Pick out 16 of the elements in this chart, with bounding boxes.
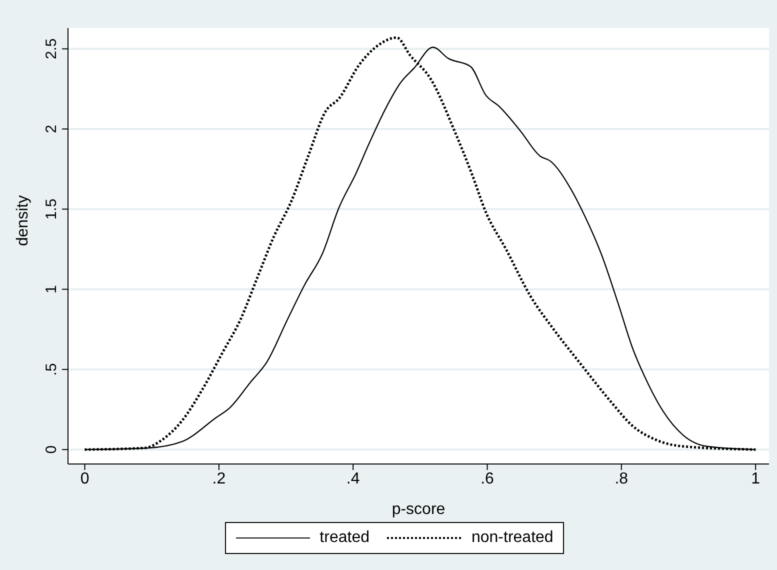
y-tick-label: 1.5 <box>43 198 60 220</box>
x-axis-title: p-score <box>392 501 446 518</box>
y-tick-label: 1 <box>43 285 60 294</box>
x-tick-label: .8 <box>614 470 628 488</box>
x-tick-label: 0 <box>80 470 90 488</box>
y-tick-label: 2 <box>43 124 60 134</box>
y-tick-label: 2.5 <box>43 38 60 60</box>
x-tick-label: 1 <box>751 470 760 488</box>
legend-label: non-treated <box>471 529 554 547</box>
x-tick-label: .2 <box>212 470 226 488</box>
y-axis-title: density <box>14 195 32 246</box>
x-tick-label: .6 <box>480 470 494 488</box>
y-tick-label: 0 <box>43 445 60 454</box>
y-tick-label: .5 <box>43 363 60 376</box>
legend-label: treated <box>320 529 370 547</box>
x-tick-label: .4 <box>346 470 360 488</box>
